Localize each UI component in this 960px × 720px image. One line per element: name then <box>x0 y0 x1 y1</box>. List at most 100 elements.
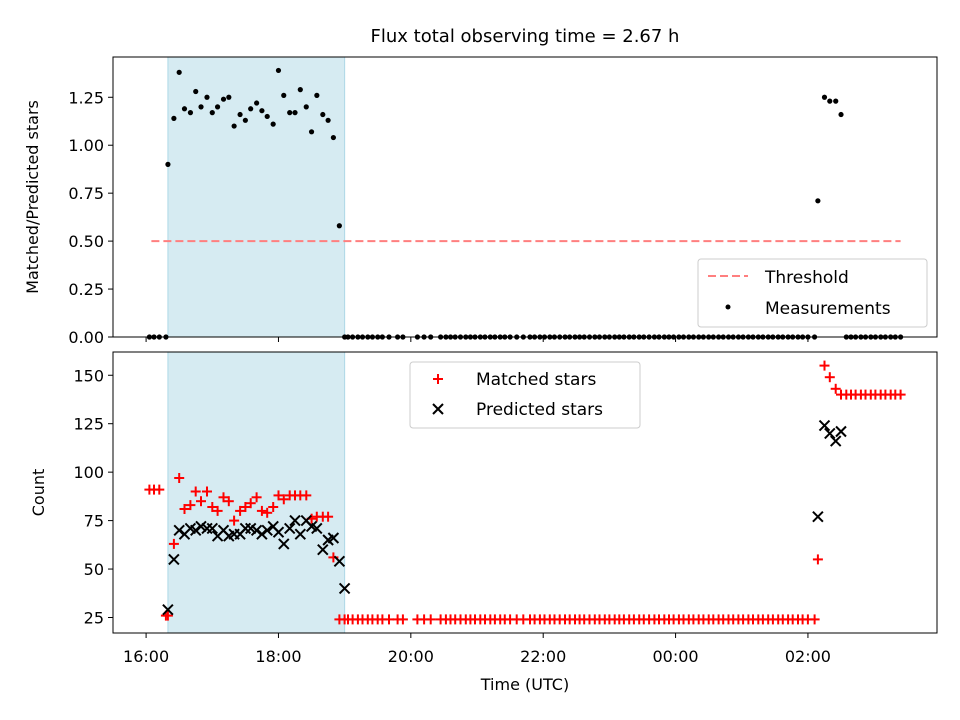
predicted-star-point <box>829 435 842 447</box>
measurement-point <box>275 67 282 74</box>
matched-star-point <box>154 484 165 495</box>
measurement-point <box>187 110 194 116</box>
legend-measurements-swatch <box>725 304 731 310</box>
measurement-point <box>193 88 199 95</box>
measurement-point <box>827 98 833 104</box>
measurement-point <box>303 104 309 110</box>
measurement-point <box>308 129 315 135</box>
y-tick-label: 0.25 <box>68 280 104 299</box>
measurement-point <box>320 111 326 118</box>
x-tick-label: 02:00 <box>785 647 831 666</box>
matched-star-point <box>256 505 267 516</box>
matched-star-point <box>895 389 906 400</box>
measurement-point <box>220 96 227 102</box>
ratio-x-axis <box>145 337 809 342</box>
predicted-star-point <box>338 582 351 595</box>
measurement-point <box>297 87 303 93</box>
matched-star-point <box>162 610 173 621</box>
x-tick-label: 20:00 <box>388 647 434 666</box>
predicted-star-point <box>327 532 340 544</box>
matched-star-point <box>425 614 436 625</box>
count-y-label: Count <box>29 469 48 517</box>
legend-measurements-label: Measurements <box>765 299 891 319</box>
matched-star-point <box>218 492 229 503</box>
measurement-point <box>226 94 232 100</box>
matched-star-point <box>819 360 830 371</box>
matched-star-point <box>262 507 273 518</box>
count-x-axis: 16:00 18:00 20:00 22:00 00:00 02:00 <box>123 633 831 666</box>
measurement-point <box>214 104 221 110</box>
x-tick-label: 16:00 <box>123 647 169 666</box>
measurement-point <box>833 98 839 104</box>
x-tick-label: 22:00 <box>520 647 566 666</box>
count-panel: 25 50 75 100 125 150 16:00 18:00 20:00 22:00 00:0… <box>29 351 938 694</box>
matched-star-point <box>268 502 279 512</box>
measurement-point <box>259 108 265 114</box>
matched-star-point <box>830 383 841 394</box>
y-tick-label: 1.25 <box>68 88 104 107</box>
measurement-point <box>336 223 342 229</box>
measurement-point <box>314 92 320 98</box>
measurement-point <box>248 106 254 112</box>
ratio-plot-frame <box>112 56 938 338</box>
count-legend-box <box>409 361 641 429</box>
matched-star-point <box>384 614 394 625</box>
predicted-star-point <box>812 510 824 523</box>
matched-star-point <box>185 500 196 511</box>
x-tick-label: 18:00 <box>255 647 301 666</box>
matched-star-point <box>168 538 179 549</box>
measurement-point <box>254 100 260 106</box>
matched-star-point <box>251 492 262 503</box>
measurement-point <box>292 110 298 116</box>
measurement-point <box>270 121 276 127</box>
matched-star-point <box>235 505 246 516</box>
matched-star-point <box>223 496 234 507</box>
y-tick-label: 100 <box>73 463 104 482</box>
matched-star-point <box>212 505 223 516</box>
y-tick-label: 125 <box>73 415 104 434</box>
matched-star-point <box>229 515 240 526</box>
measurement-point <box>815 198 821 204</box>
predicted-star-point <box>835 425 847 438</box>
matched-star-point <box>301 490 312 501</box>
matched-star-point <box>190 486 201 497</box>
measurement-point <box>198 104 204 110</box>
predicted-star-point <box>206 522 219 535</box>
matched-star-point <box>196 496 206 507</box>
matched-star-point <box>273 490 284 501</box>
measurement-point <box>264 113 270 120</box>
x-tick-label: 00:00 <box>653 647 699 666</box>
measurement-point <box>181 106 188 112</box>
matched-star-point <box>809 614 820 625</box>
measurement-point <box>237 111 243 118</box>
ratio-shaded-span <box>167 56 346 338</box>
y-tick-label: 25 <box>84 608 104 627</box>
y-tick-label: 50 <box>84 560 104 579</box>
matched-star-point <box>278 494 289 505</box>
measurement-point <box>281 92 287 98</box>
measurement-point <box>838 111 844 118</box>
predicted-star-point <box>289 514 301 527</box>
y-tick-label: 150 <box>73 366 104 385</box>
ratio-legend: Threshold Measurements <box>697 258 928 328</box>
ratio-y-axis: 0.00 0.25 0.50 0.75 1.00 1.25 <box>68 88 113 347</box>
predicted-star-point <box>283 522 296 535</box>
predicted-star-point <box>278 538 290 550</box>
measurement-point <box>242 117 248 123</box>
measurement-point <box>209 110 215 116</box>
matched-star-point <box>397 614 408 625</box>
predicted-star-point <box>317 543 329 556</box>
predicted-star-point <box>333 555 346 568</box>
count-x-label: Time (UTC) <box>480 675 569 694</box>
matched-star-point <box>174 473 185 483</box>
legend-matched-swatch <box>433 374 443 384</box>
predicted-star-point <box>168 553 180 566</box>
matched-star-point <box>202 486 212 497</box>
count-plot-frame <box>112 351 938 634</box>
ratio-y-label: Matched/Predicted stars <box>23 100 42 294</box>
predicted-star-point <box>272 526 285 538</box>
y-tick-label: 0.50 <box>68 232 104 251</box>
matched-star-point <box>245 498 256 509</box>
measurement-point <box>330 134 336 141</box>
